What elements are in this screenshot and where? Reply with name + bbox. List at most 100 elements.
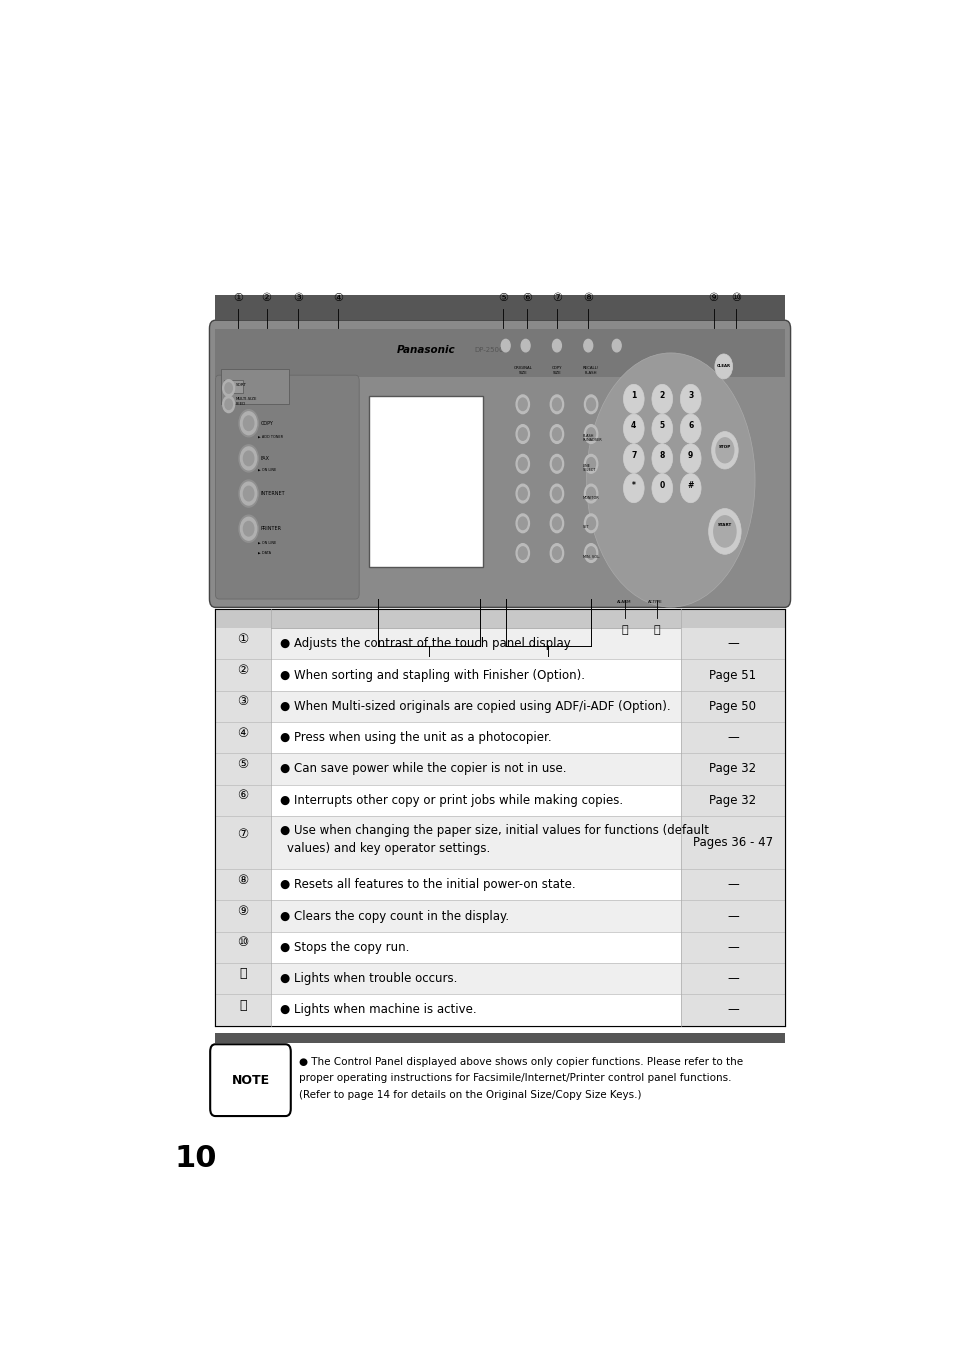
Bar [680, 690, 783, 721]
Text: ACTIVE: ACTIVE [647, 600, 662, 604]
Text: SORT: SORT [235, 384, 247, 388]
Circle shape [550, 513, 563, 532]
Text: ● When Multi-sized originals are copied using ADF/i-ADF (Option).: ● When Multi-sized originals are copied … [279, 700, 670, 713]
Text: COPY
SIZE: COPY SIZE [551, 366, 561, 374]
Text: Page 51: Page 51 [709, 669, 756, 682]
Bar [215, 1032, 783, 1043]
Circle shape [225, 382, 233, 393]
Bar [680, 721, 783, 754]
Text: FLASH
RUNADSER: FLASH RUNADSER [582, 434, 601, 442]
Bar [215, 754, 783, 785]
Text: —: — [726, 731, 738, 744]
Text: LINE
SELECT: LINE SELECT [582, 463, 596, 471]
Circle shape [240, 517, 256, 540]
Circle shape [517, 517, 527, 530]
Text: ▶ DATA: ▶ DATA [258, 551, 271, 555]
Text: ● Clears the copy count in the display.: ● Clears the copy count in the display. [279, 909, 508, 923]
Text: DP-2500: DP-2500 [474, 347, 503, 354]
Text: —: — [726, 909, 738, 923]
Circle shape [584, 543, 598, 562]
Circle shape [552, 488, 560, 500]
Circle shape [222, 380, 234, 396]
Text: FAX: FAX [260, 455, 269, 461]
Text: INTERNET: INTERNET [260, 490, 285, 496]
Bar [215, 690, 271, 721]
Text: ①: ① [237, 632, 249, 646]
Bar [215, 721, 271, 754]
Circle shape [240, 447, 256, 470]
Text: ● Lights when machine is active.: ● Lights when machine is active. [279, 1004, 476, 1016]
Bar [215, 785, 271, 816]
Circle shape [713, 516, 735, 547]
Bar [680, 963, 783, 994]
Bar [680, 816, 783, 869]
Text: Panasonic: Panasonic [396, 346, 455, 355]
Text: ⑦: ⑦ [552, 293, 561, 303]
FancyBboxPatch shape [210, 1044, 291, 1116]
Text: START: START [717, 523, 731, 527]
Text: ⑨: ⑨ [237, 905, 249, 917]
Text: 8: 8 [659, 451, 664, 459]
Circle shape [550, 484, 563, 503]
Bar [680, 900, 783, 932]
Circle shape [517, 458, 527, 470]
Text: #: # [687, 481, 693, 489]
Circle shape [243, 451, 253, 466]
Circle shape [679, 384, 700, 413]
Circle shape [550, 424, 563, 443]
Bar [215, 994, 783, 1025]
Circle shape [550, 394, 563, 413]
Text: ②: ② [261, 293, 272, 303]
Bar [215, 296, 783, 320]
Circle shape [586, 399, 595, 411]
Text: Page 32: Page 32 [709, 794, 756, 807]
Text: ⑩: ⑩ [731, 293, 740, 303]
Circle shape [651, 413, 672, 443]
Bar [224, 381, 242, 393]
Circle shape [517, 428, 527, 440]
Text: ▶ ON LINE: ▶ ON LINE [258, 540, 276, 544]
Circle shape [586, 458, 595, 470]
Circle shape [651, 384, 672, 413]
Circle shape [586, 517, 595, 530]
Bar [215, 900, 783, 932]
Text: ORIGINAL
SIZE: ORIGINAL SIZE [513, 366, 532, 374]
Text: 1: 1 [631, 392, 636, 400]
Text: ▶ ADD TONER: ▶ ADD TONER [258, 435, 283, 439]
Bar [680, 754, 783, 785]
Bar [215, 754, 271, 785]
Text: ④: ④ [237, 727, 249, 739]
Circle shape [651, 444, 672, 473]
Bar [215, 816, 271, 869]
Bar [215, 628, 271, 659]
Bar [215, 609, 783, 628]
Text: 7: 7 [631, 451, 636, 459]
Text: ● The Control Panel displayed above shows only copier functions. Please refer to: ● The Control Panel displayed above show… [298, 1056, 742, 1067]
FancyBboxPatch shape [215, 376, 358, 598]
Text: ● When sorting and stapling with Finisher (Option).: ● When sorting and stapling with Finishe… [279, 669, 584, 682]
Bar [680, 628, 783, 659]
FancyBboxPatch shape [210, 320, 790, 608]
Text: ⑥: ⑥ [237, 789, 249, 802]
Text: Page 32: Page 32 [709, 762, 756, 775]
Text: ⑪: ⑪ [239, 967, 247, 981]
Text: ● Interrupts other copy or print jobs while making copies.: ● Interrupts other copy or print jobs wh… [279, 794, 622, 807]
Bar [680, 932, 783, 963]
Text: MULTI-SIZE
FEED: MULTI-SIZE FEED [235, 397, 257, 405]
Text: proper operating instructions for Facsimile/Internet/Printer control panel funct: proper operating instructions for Facsim… [298, 1074, 731, 1084]
Circle shape [552, 517, 560, 530]
Circle shape [679, 413, 700, 443]
Text: ⑩: ⑩ [237, 936, 249, 950]
Text: —: — [726, 878, 738, 892]
Bar [680, 869, 783, 900]
Text: 9: 9 [687, 451, 693, 459]
Text: ②: ② [237, 663, 249, 677]
Circle shape [517, 399, 527, 411]
Text: ⑤: ⑤ [237, 758, 249, 771]
Circle shape [239, 515, 258, 542]
Bar [215, 721, 783, 754]
Text: ● Adjusts the contrast of the touch panel display.: ● Adjusts the contrast of the touch pane… [279, 638, 572, 650]
Circle shape [243, 486, 253, 501]
Bar [215, 785, 783, 816]
Bar [680, 994, 783, 1025]
